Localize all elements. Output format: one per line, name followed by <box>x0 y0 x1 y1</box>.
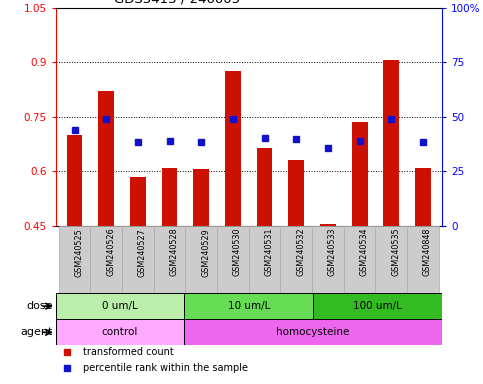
Bar <box>130 177 146 226</box>
Bar <box>415 168 431 226</box>
Text: GSM240527: GSM240527 <box>138 228 147 276</box>
Bar <box>344 226 375 293</box>
Text: homocysteine: homocysteine <box>276 327 350 337</box>
Bar <box>313 293 442 319</box>
Bar <box>185 319 442 346</box>
Text: GSM240848: GSM240848 <box>423 228 432 276</box>
Bar <box>256 147 272 226</box>
Bar <box>281 226 312 293</box>
Bar <box>320 224 336 226</box>
Text: GSM240533: GSM240533 <box>328 228 337 276</box>
Text: control: control <box>102 327 138 337</box>
Bar <box>249 226 281 293</box>
Text: GDS3413 / 246005: GDS3413 / 246005 <box>114 0 240 5</box>
Text: 0 um/L: 0 um/L <box>102 301 138 311</box>
Text: 10 um/L: 10 um/L <box>227 301 270 311</box>
Bar <box>217 226 249 293</box>
Text: GSM240532: GSM240532 <box>296 228 305 276</box>
Bar <box>407 226 439 293</box>
Bar <box>56 319 185 346</box>
Text: GSM240525: GSM240525 <box>74 228 84 276</box>
Text: 100 um/L: 100 um/L <box>353 301 402 311</box>
Bar <box>154 226 185 293</box>
Text: GSM240531: GSM240531 <box>265 228 273 276</box>
Bar <box>99 91 114 226</box>
Bar <box>162 168 177 226</box>
Bar <box>185 226 217 293</box>
Text: transformed count: transformed count <box>83 347 173 357</box>
Text: dose: dose <box>27 301 53 311</box>
Text: percentile rank within the sample: percentile rank within the sample <box>83 363 248 373</box>
Text: GSM240535: GSM240535 <box>391 228 400 276</box>
Bar <box>384 60 399 226</box>
Text: GSM240528: GSM240528 <box>170 228 179 276</box>
Bar <box>312 226 344 293</box>
Text: GSM240530: GSM240530 <box>233 228 242 276</box>
Text: GSM240534: GSM240534 <box>360 228 369 276</box>
Bar <box>122 226 154 293</box>
Bar <box>288 161 304 226</box>
Bar <box>59 226 90 293</box>
Text: GSM240526: GSM240526 <box>106 228 115 276</box>
Bar <box>352 122 368 226</box>
Bar <box>56 293 185 319</box>
Text: agent: agent <box>21 327 53 337</box>
Bar <box>185 293 313 319</box>
Bar <box>67 135 83 226</box>
Bar <box>375 226 407 293</box>
Text: GSM240529: GSM240529 <box>201 228 210 276</box>
Bar <box>225 71 241 226</box>
Bar <box>193 169 209 226</box>
Bar <box>90 226 122 293</box>
